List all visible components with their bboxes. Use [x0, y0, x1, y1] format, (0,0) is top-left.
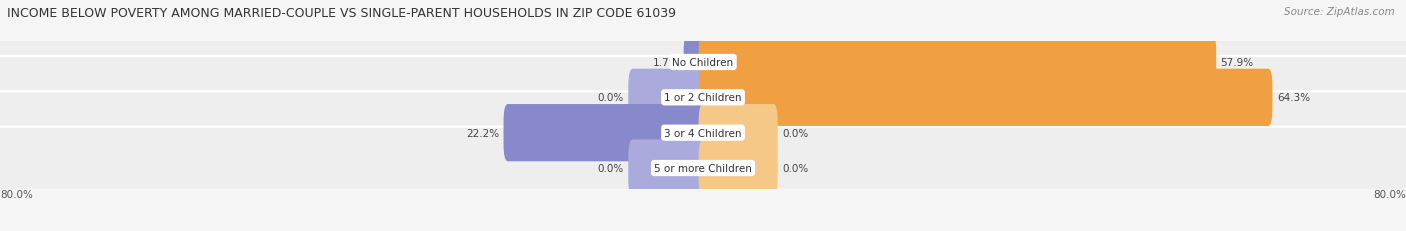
FancyBboxPatch shape: [699, 105, 778, 162]
Text: 80.0%: 80.0%: [1374, 189, 1406, 199]
FancyBboxPatch shape: [503, 105, 707, 162]
Text: 0.0%: 0.0%: [782, 163, 808, 173]
Text: 64.3%: 64.3%: [1277, 93, 1310, 103]
Text: 3 or 4 Children: 3 or 4 Children: [664, 128, 742, 138]
Text: 1.7%: 1.7%: [652, 58, 679, 68]
Text: INCOME BELOW POVERTY AMONG MARRIED-COUPLE VS SINGLE-PARENT HOUSEHOLDS IN ZIP COD: INCOME BELOW POVERTY AMONG MARRIED-COUPL…: [7, 7, 676, 20]
FancyBboxPatch shape: [628, 140, 707, 197]
FancyBboxPatch shape: [699, 34, 1216, 91]
Text: 5 or more Children: 5 or more Children: [654, 163, 752, 173]
FancyBboxPatch shape: [683, 34, 707, 91]
FancyBboxPatch shape: [699, 140, 778, 197]
FancyBboxPatch shape: [699, 69, 1272, 126]
Text: 22.2%: 22.2%: [465, 128, 499, 138]
Text: 80.0%: 80.0%: [0, 189, 32, 199]
Text: No Children: No Children: [672, 58, 734, 68]
FancyBboxPatch shape: [0, 127, 1406, 210]
FancyBboxPatch shape: [0, 57, 1406, 139]
Text: 0.0%: 0.0%: [598, 93, 624, 103]
Text: 1 or 2 Children: 1 or 2 Children: [664, 93, 742, 103]
FancyBboxPatch shape: [0, 92, 1406, 174]
FancyBboxPatch shape: [0, 21, 1406, 104]
Text: 0.0%: 0.0%: [598, 163, 624, 173]
Text: 0.0%: 0.0%: [782, 128, 808, 138]
FancyBboxPatch shape: [628, 69, 707, 126]
Text: Source: ZipAtlas.com: Source: ZipAtlas.com: [1284, 7, 1395, 17]
Text: 57.9%: 57.9%: [1220, 58, 1254, 68]
